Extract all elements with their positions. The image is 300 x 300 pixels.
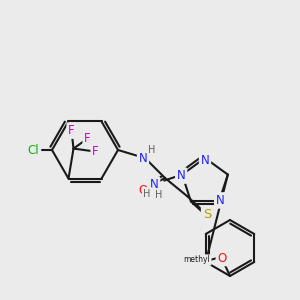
- Text: N: N: [139, 152, 147, 164]
- Text: N: N: [177, 169, 185, 182]
- Text: N: N: [216, 194, 224, 207]
- Text: F: F: [92, 145, 99, 158]
- Text: H: H: [143, 189, 151, 199]
- Text: Cl: Cl: [27, 143, 39, 157]
- Text: O: O: [138, 184, 148, 196]
- Text: S: S: [203, 208, 211, 220]
- Text: O: O: [218, 251, 226, 265]
- Text: N: N: [150, 178, 158, 191]
- Text: H: H: [155, 190, 163, 200]
- Text: H: H: [148, 145, 156, 155]
- Text: methyl: methyl: [184, 256, 210, 265]
- Text: F: F: [84, 132, 91, 145]
- Text: F: F: [68, 124, 75, 137]
- Text: N: N: [201, 154, 209, 166]
